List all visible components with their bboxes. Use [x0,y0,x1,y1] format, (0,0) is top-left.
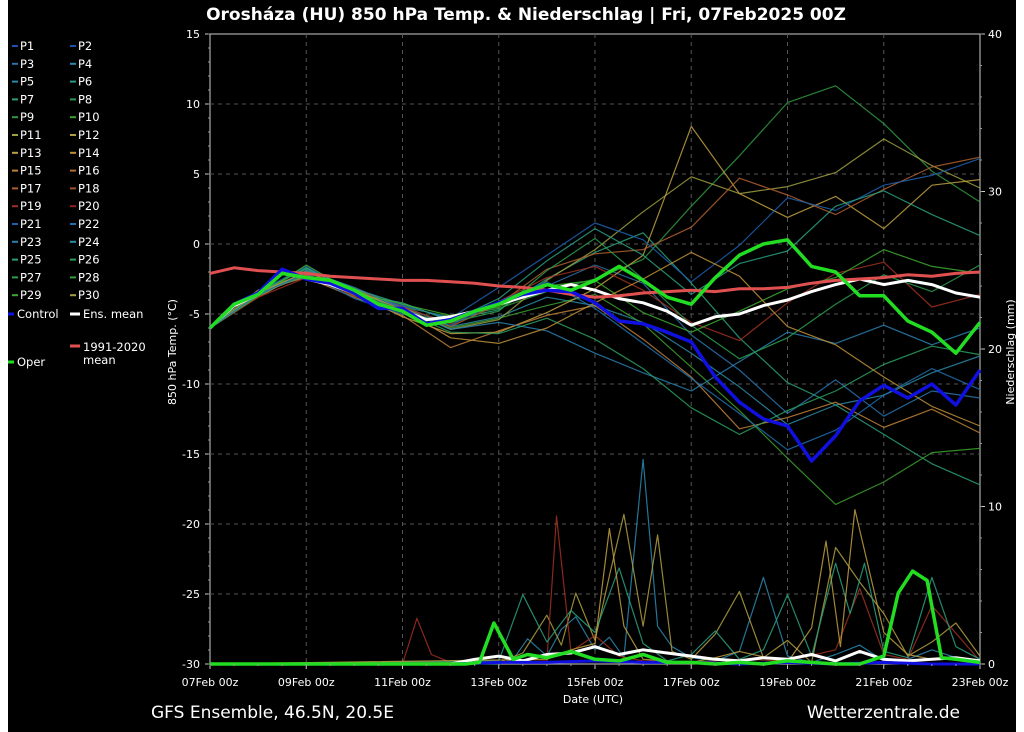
legend-label-p27: P27 [20,270,42,284]
legend-label-p26: P26 [78,253,100,267]
legend-label-p19: P19 [20,199,42,213]
x-tick-label: 15Feb 00z [567,676,624,689]
legend-label-1991-2020-mean: 1991-2020 mean [83,340,146,367]
legend-label-p14: P14 [78,146,100,160]
x-tick-label: 11Feb 00z [374,676,431,689]
y-tick-label: 5 [193,168,200,181]
x-axis-label: Date (UTC) [563,693,623,706]
series-line-p11-precip [209,513,981,665]
y2-tick-label: 20 [988,343,1002,356]
legend-label-p28: P28 [78,270,100,284]
legend-label-p10: P10 [78,110,100,124]
legend-label-oper: Oper [17,355,45,369]
footer-source: GFS Ensemble, 46.5N, 20.5E [151,703,394,723]
series-line-oper-precip [210,569,981,666]
legend-label-ens-mean: Ens. mean [83,307,143,321]
y2-tick-label: 40 [988,28,1002,41]
y-tick-label: -20 [182,518,200,531]
legend-label-p7: P7 [20,92,34,106]
legend-label-control: Control [17,307,59,321]
y-tick-label: -30 [182,658,200,671]
y-tick-label: -15 [182,448,200,461]
legend-label-p5: P5 [20,75,34,89]
x-tick-label: 19Feb 00z [759,676,816,689]
series-line-p25-precip [209,562,981,665]
legend-label-p1: P1 [20,39,34,53]
y2-tick-label: 30 [988,186,1002,199]
y-axis-right: 40 30 20 10 0 [980,28,1002,671]
legend-label-p3: P3 [20,57,34,71]
series-line-control [208,267,982,463]
footer-site: Wetterzentrale.de [807,703,960,723]
legend: P1 P2 P3 P4 P5 P6 P7 P8 P9 P10 P11 P12 P13 P14 P15 P16 P… [8,39,146,369]
legend-label-p15: P15 [20,164,42,178]
y2-tick-label: 0 [988,658,995,671]
legend-label-p12: P12 [78,128,100,142]
x-tick-label: 09Feb 00z [278,676,335,689]
y2-axis-label: Niederschlag (mm) [1004,299,1016,404]
legend-label-p17: P17 [20,181,42,195]
y-tick-label: -10 [182,378,200,391]
legend-label-p30: P30 [78,288,100,302]
chart-frame: Orosháza (HU) 850 hPa Temp. & Niederschl… [8,0,1016,732]
y-tick-label: -25 [182,588,200,601]
legend-label-p25: P25 [20,253,42,267]
series-line-p19-precip [210,515,981,665]
legend-label-p8: P8 [78,92,92,106]
y-tick-label: 15 [186,28,200,41]
x-tick-label: 07Feb 00z [182,676,239,689]
series-line-p13-precip [209,509,981,665]
legend-label-p20: P20 [78,199,100,213]
legend-label-p22: P22 [78,217,100,231]
ensemble-chart: Orosháza (HU) 850 hPa Temp. & Niederschl… [8,5,1016,723]
legend-label-p6: P6 [78,75,92,89]
series-line-ens-mean-precip [210,645,981,666]
legend-label-p23: P23 [20,235,42,249]
series-line-oper [208,238,982,355]
series-layer [208,85,982,666]
legend-label-p18: P18 [78,181,100,195]
y-tick-label: 0 [193,238,200,251]
y-axis-left: 15 10 5 0 -5 -10 -15 -20 -25 -30 [182,28,210,671]
x-tick-label: 13Feb 00z [470,676,527,689]
y-axis-label: 850 hPa Temp. (°C) [166,299,179,405]
legend-label-p4: P4 [78,57,92,71]
series-line-p22 [209,272,981,451]
x-tick-label: 17Feb 00z [663,676,720,689]
legend-label-p9: P9 [20,110,34,124]
legend-label-p11: P11 [20,128,42,142]
x-tick-label: 23Feb 00z [952,676,1009,689]
y-tick-label: 10 [186,98,200,111]
legend-label-p24: P24 [78,235,100,249]
y2-tick-label: 10 [988,501,1002,514]
y-tick-label: -5 [189,308,200,321]
series-line-1991-2020-mean [209,266,981,299]
x-tick-label: 21Feb 00z [855,676,912,689]
chart-title: Orosháza (HU) 850 hPa Temp. & Niederschl… [206,5,846,25]
x-axis: 07Feb 00z 09Feb 00z 11Feb 00z 13Feb 00z 15Fe… [182,664,1009,689]
legend-label-p21: P21 [20,217,42,231]
legend-label-p29: P29 [20,288,42,302]
legend-label-p13: P13 [20,146,42,160]
legend-label-p16: P16 [78,164,100,178]
legend-label-p2: P2 [78,39,92,53]
